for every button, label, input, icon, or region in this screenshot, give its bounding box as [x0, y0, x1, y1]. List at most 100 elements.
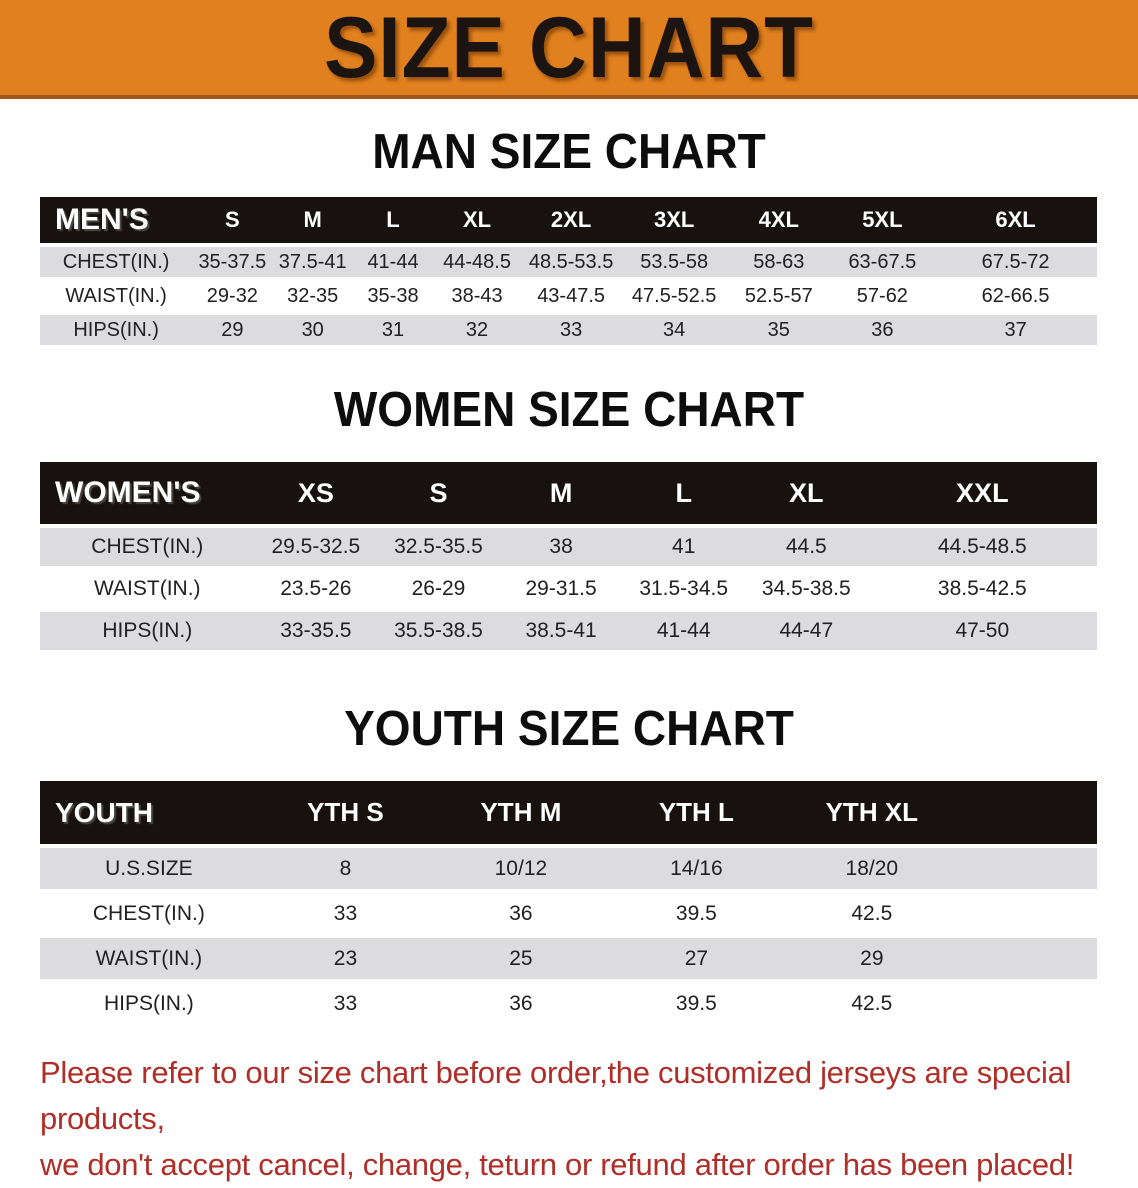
men-cell: 32-35 [272, 281, 353, 311]
youth-cell: 29 [784, 938, 960, 979]
men-size-col-header: M [272, 197, 353, 243]
men-cell: 37 [934, 315, 1097, 345]
women-size-col-header: XS [254, 462, 378, 524]
men-cell: 30 [272, 315, 353, 345]
men-cell: 35 [727, 315, 831, 345]
women-cell: 44.5 [745, 528, 868, 566]
youth-row: WAIST(IN.) 23 25 27 29 [40, 938, 1097, 979]
women-size-col-header: S [377, 462, 500, 524]
men-cell: 47.5-52.5 [621, 281, 727, 311]
men-row: CHEST(IN.) 35-37.5 37.5-41 41-44 44-48.5 48.5… [40, 247, 1097, 277]
youth-cell: 39.5 [608, 893, 785, 934]
youth-header-row: YOUTH YTH S YTH M YTH L YTH XL [40, 781, 1097, 844]
youth-row-filler [959, 938, 1097, 979]
men-cell: 41-44 [352, 247, 434, 277]
women-cell: 41 [622, 528, 745, 566]
women-cell: 33-35.5 [254, 612, 378, 650]
women-row-label: CHEST(IN.) [40, 528, 255, 566]
men-size-table: MEN'S S M L XL 2XL 3XL 4XL 5XL 6XL CHEST(IN.) 35-3… [40, 193, 1097, 349]
men-cell: 63-67.5 [830, 247, 935, 277]
women-size-col-header: L [622, 462, 745, 524]
women-cell: 23.5-26 [254, 570, 378, 608]
men-cell: 37.5-41 [272, 247, 353, 277]
women-cell: 31.5-34.5 [622, 570, 745, 608]
women-table-title: WOMEN'S [40, 462, 255, 524]
youth-cell: 36 [433, 983, 609, 1024]
men-row: HIPS(IN.) 29 30 31 32 33 34 35 36 37 [40, 315, 1097, 345]
youth-cell: 33 [257, 893, 434, 934]
men-cell: 32 [433, 315, 521, 345]
women-size-col-header: M [499, 462, 623, 524]
men-cell: 35-37.5 [192, 247, 273, 277]
youth-size-col-header: YTH XL [784, 781, 960, 844]
size-chart-banner: SIZE CHART [0, 0, 1138, 99]
women-row-label: WAIST(IN.) [40, 570, 255, 608]
men-size-col-header: 6XL [934, 197, 1097, 243]
section-youth: YOUTH SIZE CHART YOUTH YTH S YTH M YTH L YTH… [0, 700, 1138, 1028]
youth-cell: 27 [608, 938, 785, 979]
women-cell: 38.5-42.5 [867, 570, 1097, 608]
men-cell: 31 [352, 315, 434, 345]
men-size-col-header: 5XL [830, 197, 935, 243]
men-cell: 29 [192, 315, 273, 345]
men-cell: 36 [830, 315, 935, 345]
men-table-title: MEN'S [40, 197, 193, 243]
women-cell: 26-29 [377, 570, 500, 608]
women-cell: 34.5-38.5 [745, 570, 868, 608]
youth-row: U.S.SIZE 8 10/12 14/16 18/20 [40, 848, 1097, 889]
women-cell: 38 [499, 528, 623, 566]
disclaimer-line-2: we don't accept cancel, change, teturn o… [40, 1147, 1075, 1182]
women-cell: 29.5-32.5 [254, 528, 378, 566]
women-cell: 44-47 [745, 612, 868, 650]
men-cell: 62-66.5 [934, 281, 1097, 311]
women-cell: 35.5-38.5 [377, 612, 500, 650]
women-size-table: WOMEN'S XS S M L XL XXL CHEST(IN.) 29.5-32.5 32.… [40, 458, 1097, 654]
men-size-col-header: 2XL [520, 197, 622, 243]
women-cell: 47-50 [867, 612, 1097, 650]
men-size-col-header: 3XL [621, 197, 727, 243]
youth-row: HIPS(IN.) 33 36 39.5 42.5 [40, 983, 1097, 1024]
men-row-label: CHEST(IN.) [40, 247, 193, 277]
youth-cell: 14/16 [608, 848, 785, 889]
section-men: MAN SIZE CHART MEN'S S M L XL 2XL 3XL 4XL 5XL 6XL… [0, 123, 1138, 349]
men-cell: 44-48.5 [433, 247, 521, 277]
youth-section-heading: YOUTH SIZE CHART [344, 700, 794, 756]
disclaimer: Please refer to our size chart before or… [40, 1050, 1118, 1188]
disclaimer-line-1: Please refer to our size chart before or… [40, 1055, 1072, 1136]
women-row: CHEST(IN.) 29.5-32.5 32.5-35.5 38 41 44.5 44.5… [40, 528, 1097, 566]
men-cell: 29-32 [192, 281, 273, 311]
youth-size-col-header: YTH S [257, 781, 434, 844]
men-size-col-header: 4XL [727, 197, 831, 243]
men-cell: 57-62 [830, 281, 935, 311]
youth-row: CHEST(IN.) 33 36 39.5 42.5 [40, 893, 1097, 934]
men-row-label: HIPS(IN.) [40, 315, 193, 345]
women-header-row: WOMEN'S XS S M L XL XXL [40, 462, 1097, 524]
youth-cell: 39.5 [608, 983, 785, 1024]
youth-cell: 23 [257, 938, 434, 979]
women-cell: 32.5-35.5 [377, 528, 500, 566]
men-section-heading: MAN SIZE CHART [372, 123, 766, 179]
youth-row-label: U.S.SIZE [40, 848, 258, 889]
youth-row-filler [959, 893, 1097, 934]
youth-size-col-header: YTH M [433, 781, 609, 844]
women-cell: 41-44 [622, 612, 745, 650]
youth-cell: 36 [433, 893, 609, 934]
men-cell: 48.5-53.5 [520, 247, 622, 277]
section-women: WOMEN SIZE CHART WOMEN'S XS S M L XL XXL CHEST… [0, 381, 1138, 654]
men-row-label: WAIST(IN.) [40, 281, 193, 311]
men-header-row: MEN'S S M L XL 2XL 3XL 4XL 5XL 6XL [40, 197, 1097, 243]
youth-row-label: WAIST(IN.) [40, 938, 258, 979]
men-cell: 43-47.5 [520, 281, 622, 311]
youth-cell: 8 [257, 848, 434, 889]
men-size-col-header: L [352, 197, 434, 243]
men-row: WAIST(IN.) 29-32 32-35 35-38 38-43 43-47.5 47.… [40, 281, 1097, 311]
men-size-col-header: XL [433, 197, 521, 243]
women-cell: 44.5-48.5 [867, 528, 1097, 566]
women-row-label: HIPS(IN.) [40, 612, 255, 650]
youth-row-filler [959, 848, 1097, 889]
women-section-heading: WOMEN SIZE CHART [333, 381, 805, 437]
youth-size-col-header: YTH L [608, 781, 785, 844]
youth-cell: 25 [433, 938, 609, 979]
youth-cell: 10/12 [433, 848, 609, 889]
women-cell: 29-31.5 [499, 570, 623, 608]
